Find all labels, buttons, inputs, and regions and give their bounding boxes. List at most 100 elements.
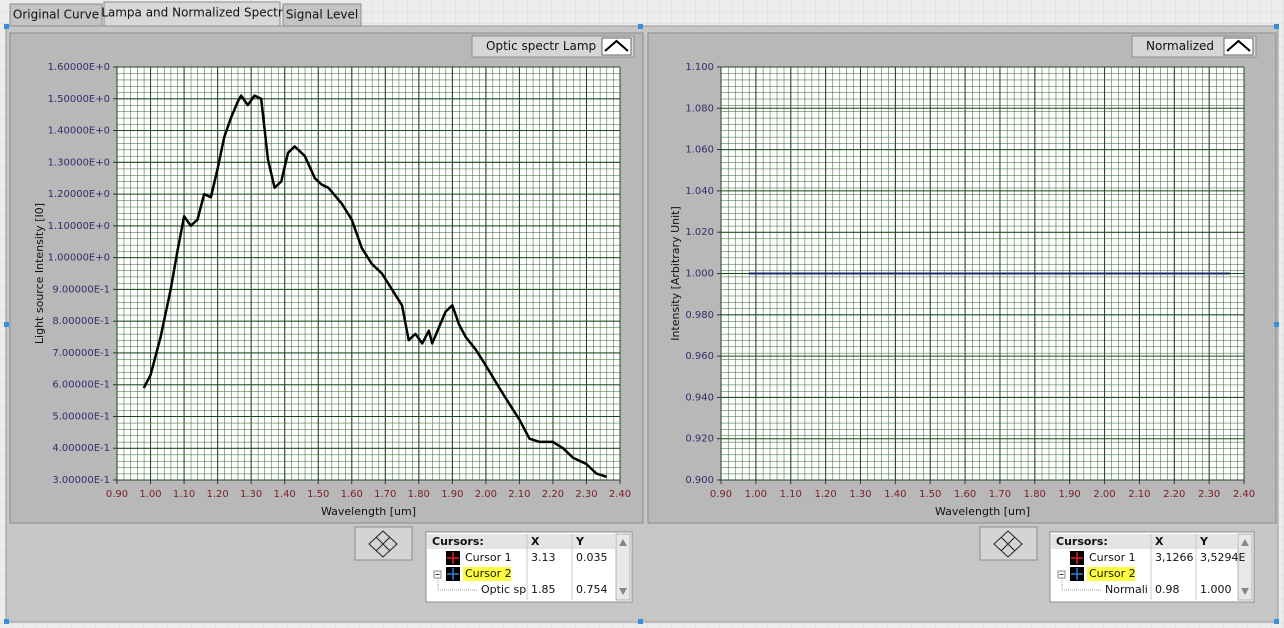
x-tick-label: 1.70 [989, 489, 1011, 500]
y-tick-label: 6.00000E-1 [52, 380, 110, 391]
x-tick-label: 2.10 [1128, 489, 1150, 500]
y-tick-label: 1.50000E+0 [48, 94, 110, 105]
x-tick-label: 1.70 [374, 489, 396, 500]
cursor-name: Cursor 2 [465, 567, 512, 580]
cursor-icon-cross [1071, 552, 1083, 564]
y-tick-label: 1.100 [685, 62, 714, 73]
cursor-icon-cross [1071, 568, 1083, 580]
graph-palette-icon [993, 530, 1023, 558]
handle [1274, 24, 1279, 29]
handle [4, 24, 9, 29]
x-tick-label: 0.90 [710, 489, 732, 500]
tab[interactable] [103, 1, 281, 27]
x-tick-label: 1.10 [780, 489, 802, 500]
minor-grid [117, 67, 620, 480]
tab-label: Lampa and Normalized Spectr [101, 6, 283, 20]
x-tick-label: 1.20 [206, 489, 228, 500]
cursor-name: Cursor 1 [465, 551, 512, 564]
y-tick-label: 7.00000E-1 [52, 348, 110, 359]
x-tick-label: 1.80 [408, 489, 430, 500]
handle [638, 24, 643, 29]
x-tick-label: 2.20 [1163, 489, 1185, 500]
cursor-table-header [1051, 534, 1237, 549]
selection-handles [4, 24, 1279, 624]
cursor-name: Normali [1105, 583, 1148, 596]
tree-line [437, 578, 478, 591]
x-tick-label: 2.30 [1198, 489, 1220, 500]
y-tick-label: 1.00000E+0 [48, 253, 110, 264]
tab[interactable] [9, 3, 103, 27]
handle [638, 619, 643, 624]
legend-plot-glyph [1226, 39, 1251, 52]
cursor-name: Cursor 2 [1089, 567, 1136, 580]
column-header: X [1155, 535, 1164, 548]
x-tick-label: 1.50 [919, 489, 941, 500]
cursor-icon-cross [447, 552, 459, 564]
y-tick-label: 3.00000E-1 [52, 475, 110, 486]
x-tick-label: 2.20 [542, 489, 564, 500]
y-tick-label: 1.080 [685, 103, 714, 114]
y-tick-label: 5.00000E-1 [52, 411, 110, 422]
x-tick-label: 1.90 [1059, 489, 1081, 500]
column-header: X [531, 535, 540, 548]
y-tick-label: 8.00000E-1 [52, 316, 110, 327]
y-tick-label: 0.940 [685, 392, 714, 403]
cursor-x: 1.85 [531, 583, 556, 596]
tree-line [1061, 578, 1102, 591]
y-tick-label: 1.020 [685, 227, 714, 238]
x-tick-label: 1.90 [441, 489, 463, 500]
y-tick-label: 1.10000E+0 [48, 221, 110, 232]
x-tick-label: 1.40 [274, 489, 296, 500]
y-tick-label: 1.60000E+0 [48, 62, 110, 73]
scroll-arrows [1241, 539, 1249, 595]
legend-label: Normalized [1146, 39, 1214, 53]
x-tick-label: 1.10 [173, 489, 195, 500]
handle [4, 619, 9, 624]
cursor-x: 0.98 [1155, 583, 1180, 596]
y-tick-label: 1.040 [685, 186, 714, 197]
column-header: Y [575, 535, 585, 548]
x-tick-label: 1.40 [884, 489, 906, 500]
x-tick-label: 1.00 [745, 489, 767, 500]
legend-label: Optic spectr Lamp [486, 39, 596, 53]
y-tick-label: 1.20000E+0 [48, 189, 110, 200]
tab-label: Signal Level [286, 8, 358, 22]
cursor-x: 3,1266 [1155, 551, 1194, 564]
legend-box[interactable] [471, 35, 635, 58]
y-tick-label: 0.900 [685, 475, 714, 486]
cursor-x: 3.13 [531, 551, 556, 564]
scrollbar[interactable] [1237, 533, 1253, 601]
y-tick-label: 0.920 [685, 434, 714, 445]
legend-plot-icon [1223, 37, 1254, 56]
x-tick-label: 2.30 [575, 489, 597, 500]
cursor-highlight [1087, 567, 1135, 581]
y-tick-label: 0.960 [685, 351, 714, 362]
x-tick-label: 1.30 [240, 489, 262, 500]
x-tick-label: 1.80 [1024, 489, 1046, 500]
legend-plot-glyph [604, 39, 629, 52]
cursor-table-header [427, 534, 615, 549]
y-axis-title: Light source Intensity [I0] [33, 203, 46, 344]
y-tick-label: 1.060 [685, 145, 714, 156]
cursor-y: 1.000 [1200, 583, 1232, 596]
column-header: Cursors: [432, 535, 484, 548]
tab[interactable] [282, 3, 362, 27]
legend-plot-icon [601, 37, 632, 56]
cursor-y: 0.035 [576, 551, 608, 564]
graph-palette-icon [368, 530, 398, 558]
x-axis-title: Wavelength [um] [321, 505, 416, 518]
series-line [142, 94, 607, 478]
cursor-y: 0.754 [576, 583, 608, 596]
x-tick-label: 0.90 [106, 489, 128, 500]
y-tick-label: 1.000 [685, 269, 714, 280]
y-axis-title: Intensity [Arbitrary Unit] [669, 206, 682, 341]
y-tick-label: 4.00000E-1 [52, 443, 110, 454]
cursor-highlight [463, 567, 511, 581]
scrollbar[interactable] [615, 533, 631, 601]
y-tick-label: 1.40000E+0 [48, 126, 110, 137]
cursor-name: Cursor 1 [1089, 551, 1136, 564]
y-tick-label: 9.00000E-1 [52, 284, 110, 295]
x-tick-label: 1.60 [341, 489, 363, 500]
handle [1274, 322, 1279, 327]
